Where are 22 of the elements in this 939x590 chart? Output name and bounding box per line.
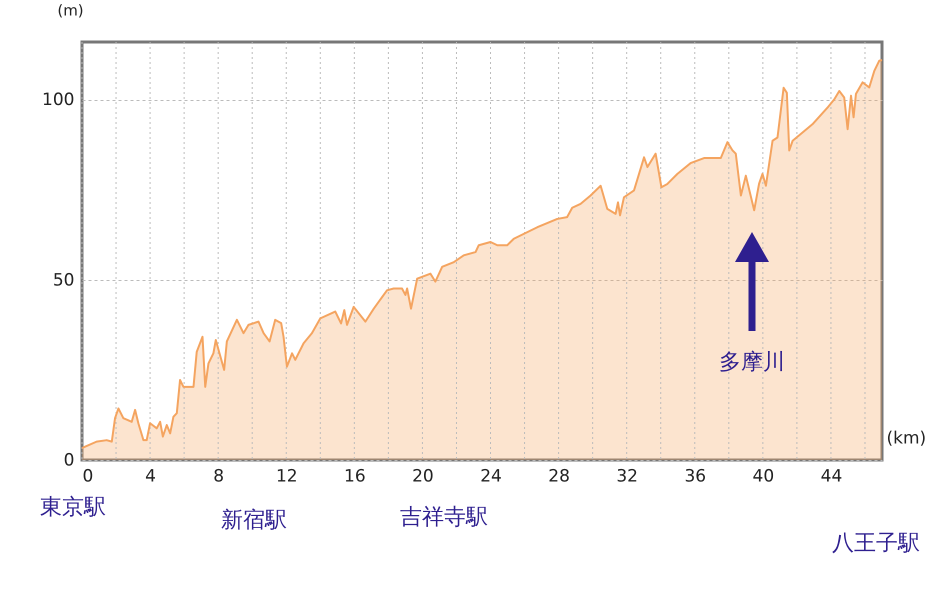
text: 東京駅 bbox=[40, 495, 106, 520]
y-tick-label: 0 bbox=[64, 450, 74, 470]
text: 新宿駅 bbox=[221, 508, 287, 533]
x-tick-label: 16 bbox=[344, 466, 366, 486]
x-tick-label: 8 bbox=[213, 466, 224, 486]
annotation: 多摩川 bbox=[719, 350, 785, 375]
y-tick-label: 50 bbox=[52, 270, 74, 290]
text: 吉祥寺駅 bbox=[400, 505, 488, 530]
x-tick-label: 40 bbox=[752, 466, 774, 486]
x-tick-label: 28 bbox=[548, 466, 570, 486]
x-tick-label: 36 bbox=[684, 466, 706, 486]
text: 八王子駅 bbox=[832, 531, 920, 556]
y-axis-title: (m) bbox=[57, 2, 84, 20]
x-tick-label: 32 bbox=[616, 466, 638, 486]
x-tick-label: 12 bbox=[276, 466, 298, 486]
x-tick-label: 4 bbox=[145, 466, 156, 486]
x-axis-title: (km) bbox=[886, 428, 926, 448]
y-tick-label: 100 bbox=[42, 90, 74, 110]
x-tick-label: 24 bbox=[480, 466, 502, 486]
x-tick-label: 44 bbox=[820, 466, 842, 486]
x-tick-label: 0 bbox=[82, 466, 94, 486]
x-tick-label: 20 bbox=[412, 466, 434, 486]
